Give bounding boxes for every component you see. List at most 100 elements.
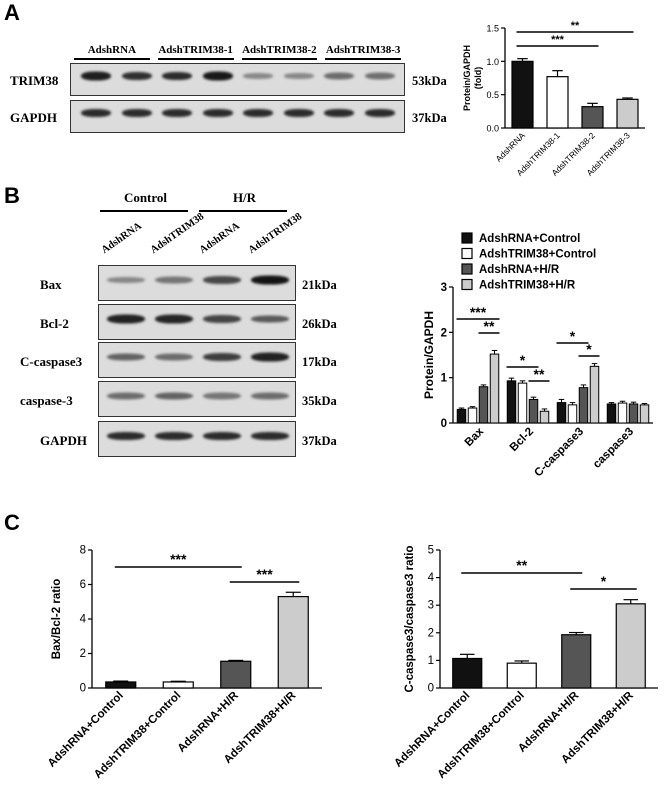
significance-label: ** (516, 557, 527, 573)
bar (467, 407, 478, 424)
significance-label: ** (571, 20, 580, 32)
blot-band (107, 431, 145, 440)
y-tick-label: 0 (441, 418, 447, 430)
blot-band (364, 72, 395, 80)
y-tick-label: 0.0 (486, 124, 499, 134)
blot-row-label: TRIM38 (10, 73, 59, 88)
blot-group-underline (100, 210, 188, 212)
blot-strip (98, 304, 296, 340)
blot-strip (70, 63, 405, 96)
legend-swatch (461, 232, 473, 244)
bar (539, 410, 550, 424)
legend-label: AdshTRIM38+H/R (479, 280, 576, 292)
blot-band (107, 276, 145, 283)
blot-strip (98, 381, 296, 417)
blot-band (324, 109, 354, 118)
y-axis-label: Protein/GAPDH (462, 45, 472, 111)
blot-group-label: AdshTRIM38-2 (242, 44, 317, 56)
y-axis-label: Bax/Bcl-2 ratio (51, 579, 63, 660)
blot-lane-label: AdshRNA (197, 220, 242, 256)
y-axis-label: Protein/GAPDH (422, 311, 436, 399)
blot-lane-label: AdshTRIM38 (148, 211, 207, 256)
blot-band (81, 71, 111, 81)
y-tick-label: 3 (428, 600, 434, 612)
y-tick-label: 4 (428, 572, 435, 584)
significance-label: * (520, 352, 526, 368)
blot-kda-label: 53kDa (412, 74, 447, 88)
y-tick-label: 5 (428, 545, 434, 557)
blot-group-label: H/R (232, 190, 257, 205)
y-tick-label: 4 (80, 614, 87, 626)
legend-label: AdshTRIM38+Control (479, 249, 596, 261)
bar (589, 365, 600, 424)
blot-group-underline (74, 58, 150, 60)
bar (617, 402, 628, 424)
significance-label: *** (170, 551, 187, 567)
y-axis-label: (fold) (473, 67, 483, 90)
blot-group-underline (325, 58, 401, 60)
blot-strip (98, 421, 296, 457)
blot-strip (98, 342, 296, 378)
blot-kda-label: 35kDa (302, 394, 337, 408)
blot-band (203, 352, 241, 361)
bar (489, 353, 500, 424)
blot-band (283, 109, 314, 118)
blot-group-underline (241, 58, 318, 60)
blot-group-underline (199, 210, 287, 212)
bar (506, 662, 537, 689)
blot-kda-label: 37kDa (302, 434, 337, 448)
panel-letter-b: B (4, 183, 20, 208)
y-tick-label: 6 (80, 579, 86, 591)
significance-label: *** (256, 566, 273, 582)
legend-swatch (461, 247, 473, 260)
blot-kda-label: 26kDa (302, 317, 337, 331)
significance-label: *** (470, 304, 487, 320)
blot-band (81, 109, 111, 118)
y-tick-label: 0.5 (486, 90, 499, 100)
y-tick-label: 3 (441, 282, 447, 294)
blot-band (107, 392, 145, 400)
y-tick-label: 0 (80, 683, 86, 695)
blot-row-label: GAPDH (40, 433, 87, 448)
bar (561, 634, 592, 689)
blot-row-label: caspase-3 (20, 393, 73, 408)
bar (567, 404, 578, 424)
bar (478, 386, 489, 424)
blot-row-label: C-caspase3 (20, 354, 83, 369)
x-tick-label: AdshRNA+H/R (176, 689, 242, 755)
blot-band (155, 276, 193, 284)
significance-label: ** (534, 366, 545, 382)
x-tick-label: Bcl-2 (508, 426, 536, 454)
x-tick-label: Bax (463, 425, 487, 449)
bar (277, 595, 309, 689)
chart-protein-gapdh: AdshRNA+Control AdshTRIM38+Control AdshRNA… (422, 232, 653, 479)
legend-label: AdshRNA+Control (479, 233, 580, 245)
panel-letter-a: A (4, 0, 20, 25)
x-tick-label: caspase3 (591, 426, 636, 471)
blot-kda-label: 17kDa (302, 355, 337, 369)
blot-band (251, 275, 289, 285)
bar (546, 76, 569, 129)
bar (628, 403, 639, 424)
significance-label: ** (484, 318, 495, 334)
blot-band (364, 109, 395, 118)
bar (556, 402, 567, 424)
blot-band (107, 314, 145, 324)
bar (639, 404, 650, 424)
blot-band (155, 314, 193, 324)
blot-group-label: AdshRNA (87, 44, 137, 56)
bar (511, 60, 534, 129)
bar (456, 408, 467, 424)
blot-group-underline (157, 58, 234, 60)
legend-label: AdshRNA+H/R (479, 264, 560, 276)
legend-swatch (461, 263, 473, 275)
y-tick-label: 1 (441, 373, 448, 385)
y-tick-label: 1.0 (486, 57, 499, 67)
significance-label: * (570, 328, 576, 344)
bar (528, 398, 539, 424)
blot-band (202, 71, 233, 81)
blot-band (155, 353, 193, 361)
blot-band (324, 72, 354, 80)
